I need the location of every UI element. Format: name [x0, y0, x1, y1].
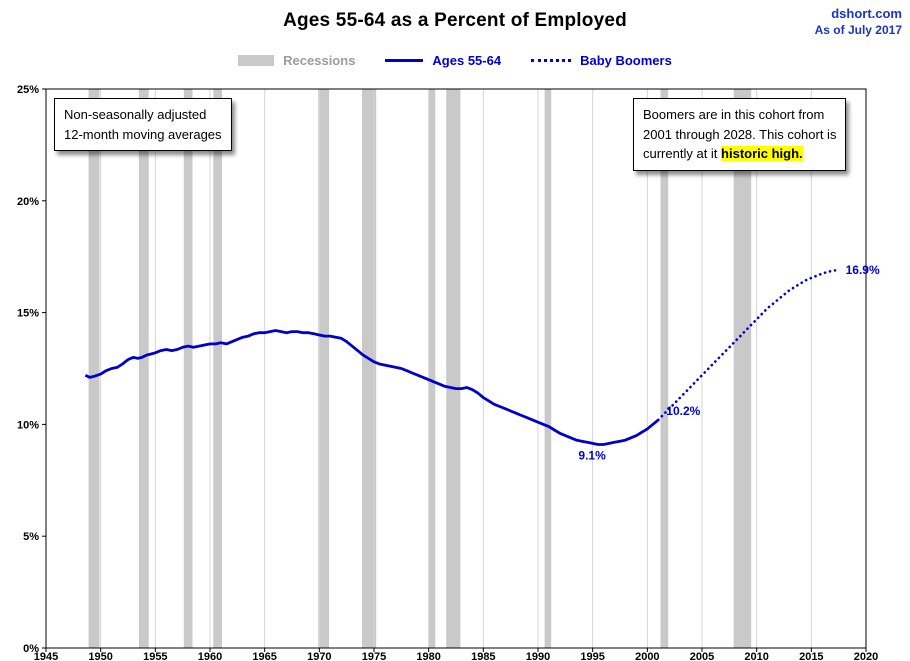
y-tick-label: 5%	[23, 531, 39, 543]
plot-border	[45, 88, 867, 649]
x-tick-label: 1970	[307, 651, 331, 661]
note-boomers-cohort: Boomers are in this cohort from 2001 thr…	[633, 98, 847, 171]
y-tick-label: 15%	[17, 308, 39, 320]
x-tick-label: 1975	[362, 651, 386, 661]
x-tick-label: 1990	[526, 651, 550, 661]
x-tick-label: 2010	[744, 651, 768, 661]
y-tick-label: 10%	[17, 419, 39, 431]
x-tick-label: 1955	[143, 651, 167, 661]
as-of-date: As of July 2017	[814, 22, 902, 37]
recession-band-swatch	[238, 55, 275, 66]
note-right-line3-prefix: currently at it	[643, 146, 722, 161]
dotted-line-swatch	[531, 59, 572, 62]
point-label: 9.1%	[578, 449, 606, 463]
x-tick-label: 1985	[471, 651, 495, 661]
note-right-line2: 2001 through 2028. This cohort is	[643, 126, 837, 142]
legend-item-baby-boomers: Baby Boomers	[531, 53, 672, 68]
x-tick-label: 1950	[88, 651, 112, 661]
point-label: 16.9%	[846, 263, 880, 277]
recession-band	[88, 89, 100, 648]
recession-band	[428, 89, 436, 648]
source-info: dshort.com As of July 2017	[815, 6, 902, 38]
x-tick-label: 2015	[799, 651, 823, 661]
chart-title: Ages 55-64 as a Percent of Employed	[283, 10, 627, 31]
source-site-link[interactable]: dshort.com	[831, 6, 902, 21]
note-left-line2: 12-month moving averages	[64, 126, 222, 142]
recession-band	[213, 89, 222, 648]
x-tick-label: 2005	[690, 651, 714, 661]
note-left-line1: Non-seasonally adjusted	[64, 107, 207, 122]
y-tick-label: 20%	[17, 196, 39, 208]
series-ages-55-64	[84, 329, 660, 446]
legend-label-ages-55-64: Ages 55-64	[432, 53, 502, 68]
x-tick-label: 2000	[635, 651, 659, 661]
legend-label-baby-boomers: Baby Boomers	[580, 53, 672, 68]
recession-band	[318, 89, 330, 648]
recession-band	[660, 89, 669, 648]
historic-high-highlight: historic high.	[721, 146, 803, 161]
recession-band	[733, 89, 752, 648]
recession-band	[183, 89, 193, 648]
x-tick-label: 1965	[252, 651, 276, 661]
recession-band	[544, 89, 552, 648]
x-tick-label: 1960	[198, 651, 222, 661]
chart-legend: Recessions Ages 55-64 Baby Boomers	[0, 53, 910, 68]
solid-line-swatch	[385, 59, 424, 62]
x-tick-label: 2020	[854, 651, 878, 661]
x-tick-label: 1995	[580, 651, 604, 661]
x-tick-label: 1980	[416, 651, 440, 661]
recession-band	[362, 89, 377, 648]
note-right-line1: Boomers are in this cohort from	[643, 107, 825, 122]
legend-item-recessions: Recessions	[238, 53, 355, 68]
x-tick-label: 1945	[34, 651, 58, 661]
note-moving-averages: Non-seasonally adjusted 12-month moving …	[54, 98, 232, 151]
legend-label-recessions: Recessions	[283, 53, 356, 68]
y-tick-label: 0%	[23, 643, 39, 655]
point-label: 10.2%	[666, 404, 700, 418]
legend-item-ages-55-64: Ages 55-64	[385, 53, 501, 68]
y-tick-label: 25%	[17, 84, 39, 96]
note-right-line3: currently at it historic high.	[643, 144, 836, 164]
recession-band	[446, 89, 461, 648]
recession-band	[138, 89, 149, 648]
